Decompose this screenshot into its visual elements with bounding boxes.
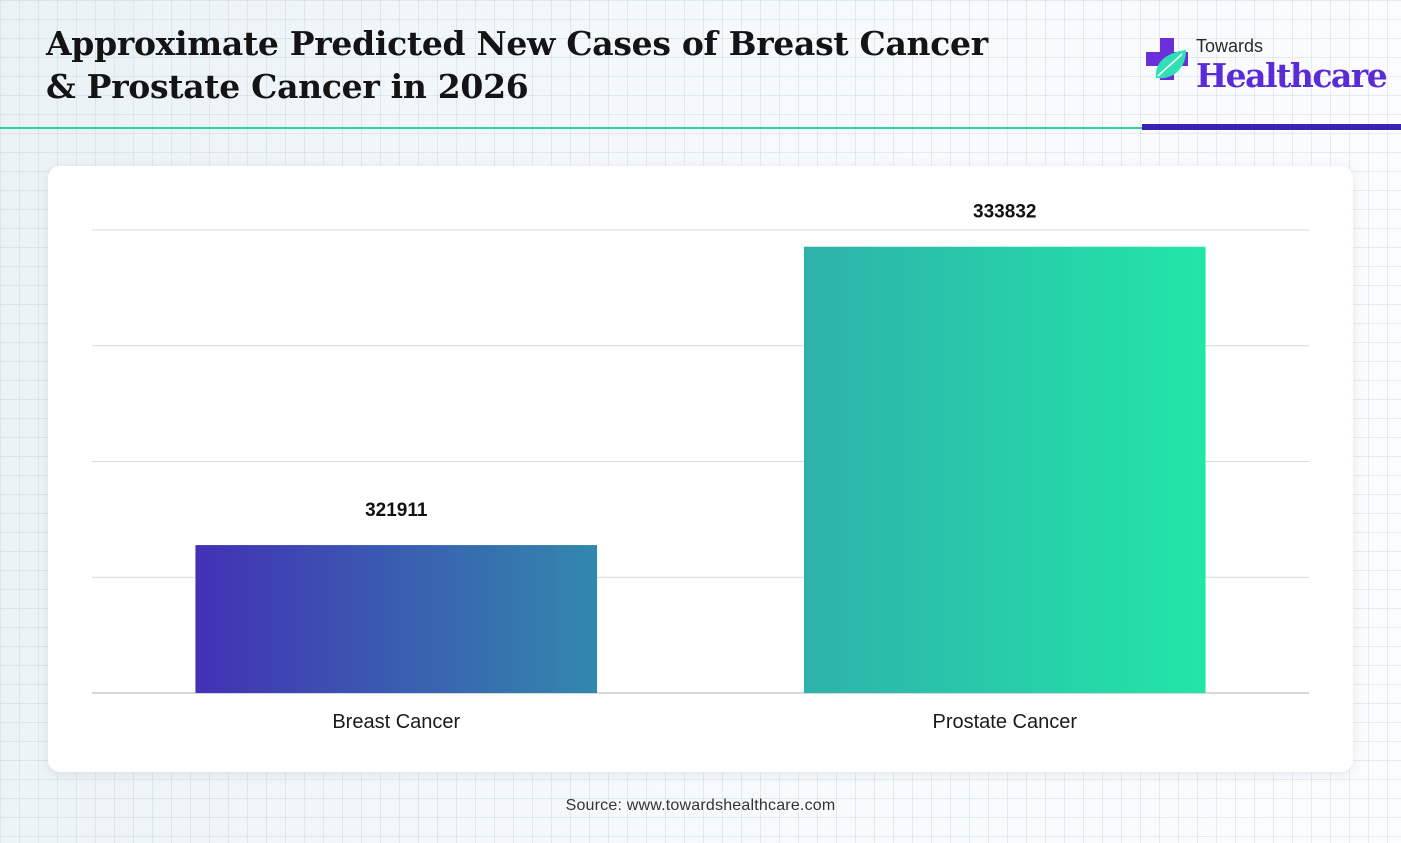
logo-word-healthcare: Healthcare [1196,56,1388,95]
header-divider-purple [1142,124,1401,130]
data-label: 333832 [973,202,1036,223]
x-tick-label: Prostate Cancer [932,711,1077,733]
bar-prostate-cancer [803,246,1206,693]
bar-chart: 321911 Breast Cancer 333832 Prostate Cancer [92,202,1309,733]
logo-word-towards: Towards [1196,36,1264,56]
page-title: Approximate Predicted New Cases of Breas… [46,22,988,108]
bar-breast-cancer [195,545,598,693]
data-label: 321911 [365,500,428,521]
title-line-2: & Prostate Cancer in 2026 [46,67,529,106]
chart-card: 321911 Breast Cancer 333832 Prostate Cancer [48,166,1353,772]
title-line-1: Approximate Predicted New Cases of Breas… [46,24,988,63]
brand-logo: Towards Healthcare [1146,36,1388,96]
x-tick-label: Breast Cancer [332,711,460,733]
source-note: Source: www.towardshealthcare.com [565,797,836,814]
medical-cross-leaf-icon [1146,38,1188,80]
header-divider-teal [0,127,1143,129]
